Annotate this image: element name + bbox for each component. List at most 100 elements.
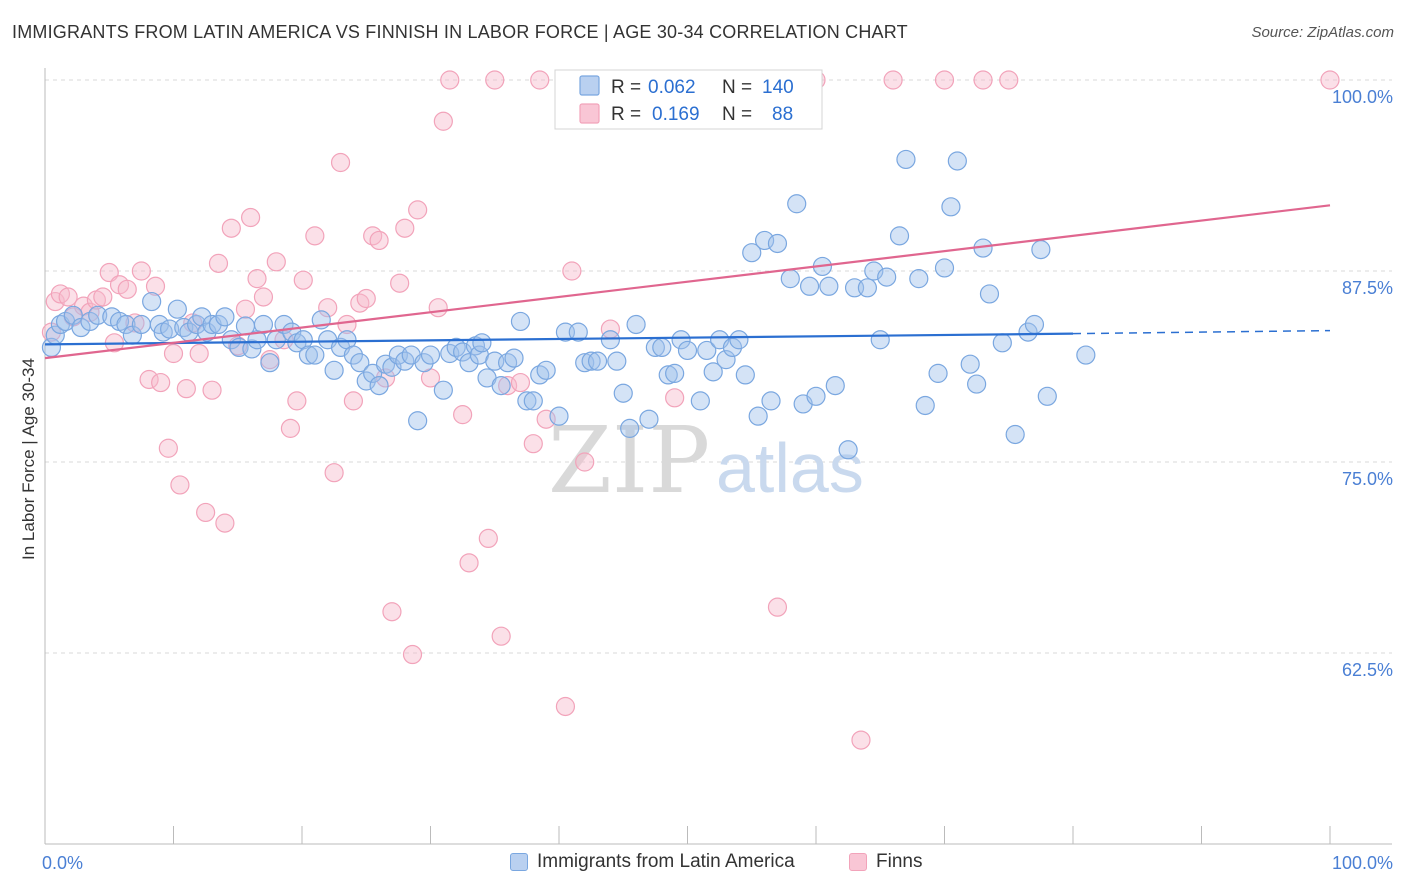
finns-point [139,369,159,390]
finns-point [440,70,460,90]
latin-america-point [324,360,344,380]
latin-america-point [979,284,1000,304]
latin-america-point [960,354,980,374]
latin-america-point [857,278,878,298]
y-tick-label: 100.0% [1332,87,1393,107]
axes [44,68,1392,845]
finns-point [934,70,955,90]
stats-n-label-blue: N = [722,77,752,98]
latin-america-point [780,269,800,289]
stats-r-label-blue: R = [611,77,641,98]
latin-america-point [607,351,627,371]
finns-point [330,152,351,173]
legend-item-finns[interactable]: Finns [849,851,922,873]
finns-point [390,273,410,293]
y-tick-label: 62.5% [1342,660,1393,680]
latin-america-point [63,305,83,325]
finns-point [337,314,357,335]
finns-point [999,70,1019,90]
latin-america-point [116,314,136,335]
finns-point [375,368,396,388]
latin-america-point [761,391,781,411]
latin-america-point [208,314,229,335]
latin-america-point [658,365,678,385]
finns-point [247,269,267,289]
latin-america-point [215,307,235,327]
latin-america-point [568,322,588,342]
latin-america-point [620,418,640,438]
legend-label-finns: Finns [876,851,923,872]
latin-america-point [729,330,749,350]
latin-america-point [131,314,151,335]
latin-america-point [671,330,691,350]
finns-point [131,261,151,281]
finns-point [478,528,498,549]
latin-america-point [536,360,556,380]
finns-point [555,696,576,717]
stats-r-value-blue: 0.062 [648,77,696,98]
bottom-legend: Immigrants from Latin America Finns [0,851,1406,877]
finns-point [491,626,511,646]
finns-point [215,513,235,533]
latin-america-point [889,226,910,246]
latin-america-point [408,411,428,431]
latin-america-point [626,314,646,335]
stats-n-label-pink: N = [722,104,752,125]
latin-america-point [838,440,858,460]
finns-point [402,644,423,665]
latin-america-point [472,333,492,353]
source-label: Source: ZipAtlas.com [1251,24,1394,41]
latin-america-point [192,307,212,327]
finns-point [287,391,307,411]
finns-point [973,70,993,90]
finns-point [485,70,505,90]
latin-america-point [587,351,608,371]
stats-legend: R = 0.062 N = 140 R = 0.169 N = 88 [554,69,823,130]
latin-america-point [896,149,916,170]
latin-america-point [504,348,524,368]
stats-r-value-pink: 0.169 [652,104,700,125]
stats-legend-swatch-blue [579,75,600,96]
latin-america-point [80,311,100,332]
finns-point [208,253,229,273]
legend-item-latin-america[interactable]: Immigrants from Latin America [510,851,795,873]
finns-trend-line [44,204,1331,360]
legend-label-latin-america: Immigrants from Latin America [537,851,795,872]
finns-point [305,226,325,246]
finns-point [318,298,338,318]
y-tick-label: 75.0% [1342,469,1393,489]
latin-america-point [369,376,389,396]
latin-america-point [356,371,376,391]
latin-america-point [491,376,511,396]
latin-america-point [697,340,717,361]
finns-point [851,730,871,750]
latin-america-point [819,276,839,296]
finns-point [221,218,241,238]
finns-point [202,380,222,400]
chart-title: IMMIGRANTS FROM LATIN AMERICA VS FINNISH… [12,22,908,42]
finns-point [266,252,286,272]
latin-america-point [253,314,274,335]
latin-america-point [967,374,987,394]
latin-america-point [600,330,621,350]
finns-point [58,287,78,307]
finns-point [369,230,389,251]
latin-america-point [934,258,955,278]
latin-america-point [639,409,659,429]
latin-america-point [928,363,948,383]
latin-america-point [142,291,162,312]
finns-point [163,343,184,364]
finns-point [176,379,196,399]
latin-america-point [947,151,967,171]
y-tick-label: 87.5% [1342,278,1393,298]
latin-america-point [305,345,325,365]
latin-america-point [877,267,897,287]
latin-america-point [806,386,826,406]
finns-point [453,405,473,425]
latin-america-point [581,351,601,371]
latin-america-point [343,345,363,365]
stats-legend-swatch-pink [579,103,600,124]
watermark-atlas: atlas [716,429,864,507]
finns-point [343,391,363,411]
latin-america-point [1031,240,1051,260]
